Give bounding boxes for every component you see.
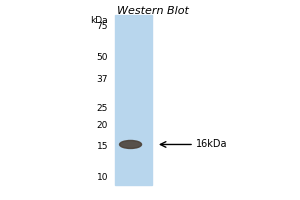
Text: 16kDa: 16kDa (196, 139, 227, 149)
Bar (115, 15, 152, 185)
Text: 10: 10 (97, 173, 108, 182)
Text: 15: 15 (97, 142, 108, 151)
Text: kDa: kDa (90, 16, 108, 25)
Text: 20: 20 (97, 121, 108, 130)
Text: Western Blot: Western Blot (117, 6, 189, 16)
Text: 37: 37 (97, 75, 108, 84)
Ellipse shape (119, 140, 142, 148)
Text: 25: 25 (97, 104, 108, 113)
Text: 50: 50 (97, 53, 108, 62)
Text: 75: 75 (97, 22, 108, 31)
